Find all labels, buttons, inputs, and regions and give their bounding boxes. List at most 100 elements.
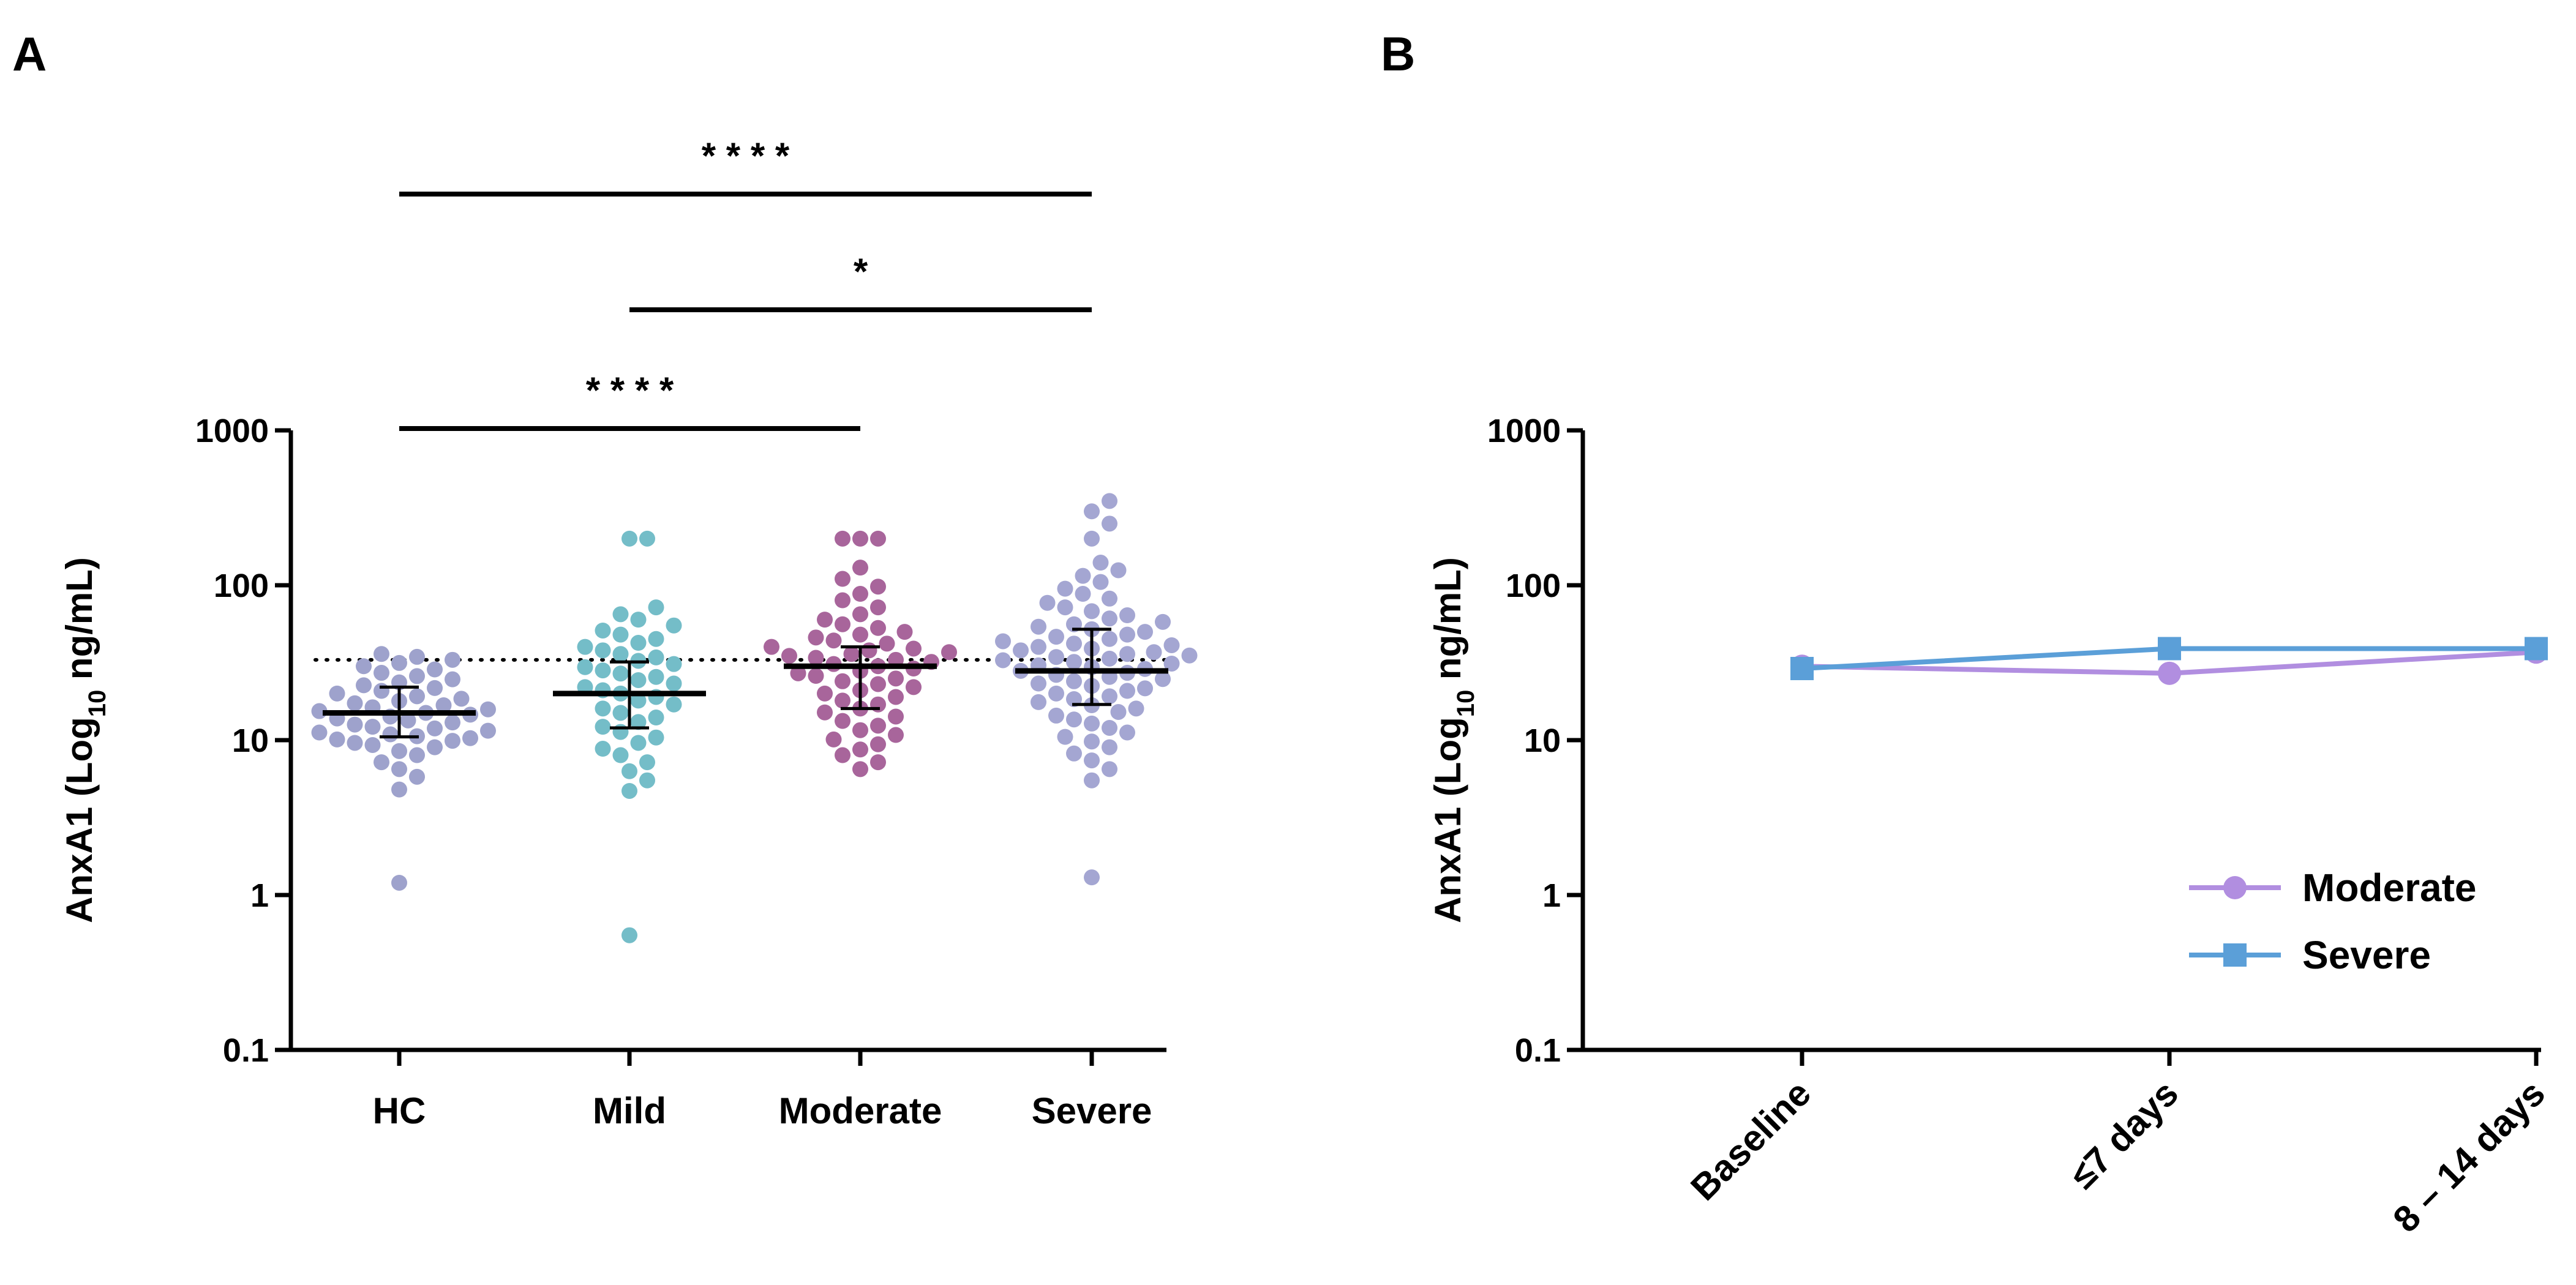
data-point-moderate: [835, 673, 851, 689]
data-point-hc: [364, 736, 381, 753]
data-point-severe: [1092, 555, 1109, 571]
data-point-severe: [1066, 654, 1082, 670]
data-point-mild: [630, 612, 647, 628]
data-point-moderate: [870, 736, 886, 752]
data-point-moderate: [852, 560, 868, 576]
data-point-moderate: [835, 616, 851, 632]
data-point-mild: [612, 646, 629, 662]
data-point-mild: [621, 530, 637, 547]
data-point-severe: [1031, 675, 1046, 692]
data-point-hc: [427, 680, 443, 696]
x-tick-label-7-days: ≤7 days: [2062, 1073, 2186, 1197]
data-point-mild: [612, 606, 629, 623]
data-point-moderate: [896, 624, 913, 640]
data-point-mild: [666, 617, 682, 634]
data-point-severe: [1066, 673, 1082, 689]
data-point-hc: [391, 743, 407, 759]
data-point-hc: [400, 712, 416, 729]
data-point-moderate: [852, 741, 868, 758]
data-point-mild: [630, 672, 647, 688]
data-point-severe: [1092, 574, 1109, 590]
data-point-hc: [409, 648, 425, 665]
data-point-hc: [329, 731, 345, 747]
legend-marker-moderate: [2223, 876, 2247, 899]
data-point-mild: [621, 927, 637, 943]
significance-label-mild-severe: *: [854, 251, 868, 292]
data-point-moderate: [879, 635, 895, 652]
data-point-severe: [1013, 642, 1029, 659]
y-tick-label: 0.1: [223, 1032, 269, 1069]
data-point-mild: [648, 631, 664, 647]
data-point-severe: [1110, 562, 1127, 579]
data-point-moderate: [825, 632, 842, 649]
data-point-severe: [1163, 637, 1180, 653]
data-point-hc: [391, 781, 407, 798]
data-point-mild: [612, 626, 629, 643]
data-point-hc: [374, 754, 389, 771]
data-point-moderate: [870, 754, 886, 771]
data-point-severe: [1146, 644, 1162, 661]
data-point-moderate: [906, 679, 922, 695]
data-point-severe: [1084, 752, 1100, 769]
y-tick-label: 1: [1542, 877, 1561, 914]
data-point-hc: [409, 747, 425, 763]
data-point-moderate: [870, 530, 886, 547]
data-point-moderate: [817, 704, 833, 721]
y-tick-label: 100: [214, 568, 269, 604]
data-point-severe: [1790, 657, 1814, 681]
data-point-moderate: [888, 708, 904, 725]
data-point-hc: [409, 768, 425, 785]
data-point-severe: [1084, 603, 1100, 620]
data-point-severe: [2158, 637, 2181, 661]
data-point-severe: [1119, 724, 1135, 741]
data-point-moderate: [870, 599, 886, 616]
data-point-hc: [445, 714, 460, 731]
data-point-mild: [621, 763, 637, 779]
data-point-hc: [374, 646, 389, 662]
panel-label-a: A: [12, 27, 47, 81]
data-point-moderate: [852, 606, 868, 623]
data-point-hc: [480, 701, 496, 717]
data-point-moderate: [861, 642, 877, 659]
data-point-severe: [1102, 610, 1117, 627]
y-axis-label: AnxA1 (Log10 ng/mL): [59, 557, 111, 923]
data-point-moderate: [870, 620, 886, 636]
data-point-severe: [1048, 685, 1064, 702]
data-point-severe: [1119, 607, 1135, 624]
data-point-mild: [612, 747, 629, 763]
legend-marker-severe: [2223, 943, 2247, 967]
data-point-hc: [391, 874, 407, 891]
y-tick-label: 1000: [195, 413, 269, 449]
data-point-hc: [435, 697, 452, 713]
data-point-mild: [648, 669, 664, 685]
panel-b-chart: 0.1 1 10 100 1000 AnxA1 (Log10 ng/mL) Baseline…: [1427, 413, 2553, 1240]
data-point-moderate: [941, 644, 957, 661]
data-point-hc: [347, 735, 363, 751]
data-point-severe: [1084, 715, 1100, 732]
data-point-moderate: [852, 722, 868, 738]
data-point-severe: [1102, 650, 1117, 667]
data-point-hc: [356, 658, 372, 675]
data-point-moderate: [825, 731, 842, 747]
data-point-hc: [391, 654, 407, 671]
data-point-hc: [445, 671, 460, 687]
data-point-mild: [577, 639, 593, 655]
y-tick-label: 100: [1506, 568, 1561, 604]
data-point-severe: [1084, 733, 1100, 750]
data-point-severe: [1048, 649, 1064, 665]
significance-label-hc-moderate: * * * *: [586, 370, 674, 411]
data-point-moderate: [781, 648, 797, 664]
x-tick-label-8-14-days: 8 – 14 days: [2385, 1073, 2553, 1240]
data-point-moderate: [835, 692, 851, 709]
y-tick-label: 10: [1524, 722, 1561, 759]
data-point-hc: [374, 665, 389, 681]
data-point-severe: [1039, 594, 1056, 611]
legend-label-moderate: Moderate: [2302, 866, 2477, 910]
data-point-mild: [595, 719, 611, 735]
data-point-moderate: [835, 713, 851, 729]
y-tick-label: 0.1: [1515, 1032, 1561, 1069]
data-point-mild: [595, 622, 611, 639]
data-point-hc: [347, 716, 363, 733]
data-point-mild: [595, 700, 611, 717]
data-point-moderate: [808, 629, 824, 646]
